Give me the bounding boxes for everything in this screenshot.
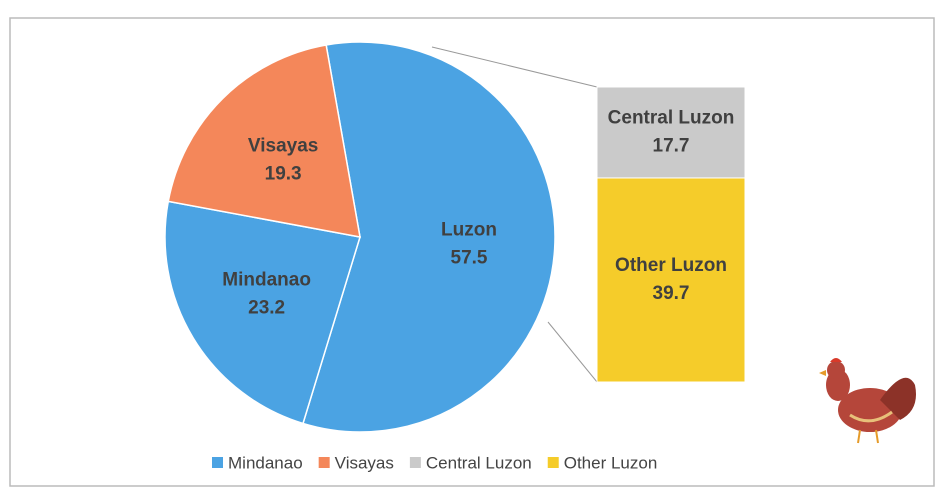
slice-value: 57.5 [451,248,488,269]
legend-swatch [410,457,421,468]
legend-label: Central Luzon [426,453,532,472]
chart: Luzon 57.5 Mindanao 23.2 Visayas 19.3 Central … [0,0,944,496]
bar-segment [597,87,745,178]
legend-swatch [319,457,330,468]
legend-label: Visayas [335,453,394,472]
legend-label: Other Luzon [564,453,658,472]
slice-label: Visayas [248,135,318,156]
slice-label: Mindanao [222,270,311,291]
slice-label: Luzon [441,220,497,241]
legend-swatch [548,457,559,468]
legend: Mindanao Visayas Central Luzon Other Luzon [212,453,657,472]
slice-value: 23.2 [248,298,285,319]
segment-value: 17.7 [653,135,690,156]
segment-value: 39.7 [653,283,690,304]
bar-segment [597,178,745,382]
slice-value: 19.3 [265,163,302,184]
segment-label: Central Luzon [608,107,735,128]
segment-label: Other Luzon [615,255,727,276]
legend-swatch [212,457,223,468]
legend-label: Mindanao [228,453,303,472]
